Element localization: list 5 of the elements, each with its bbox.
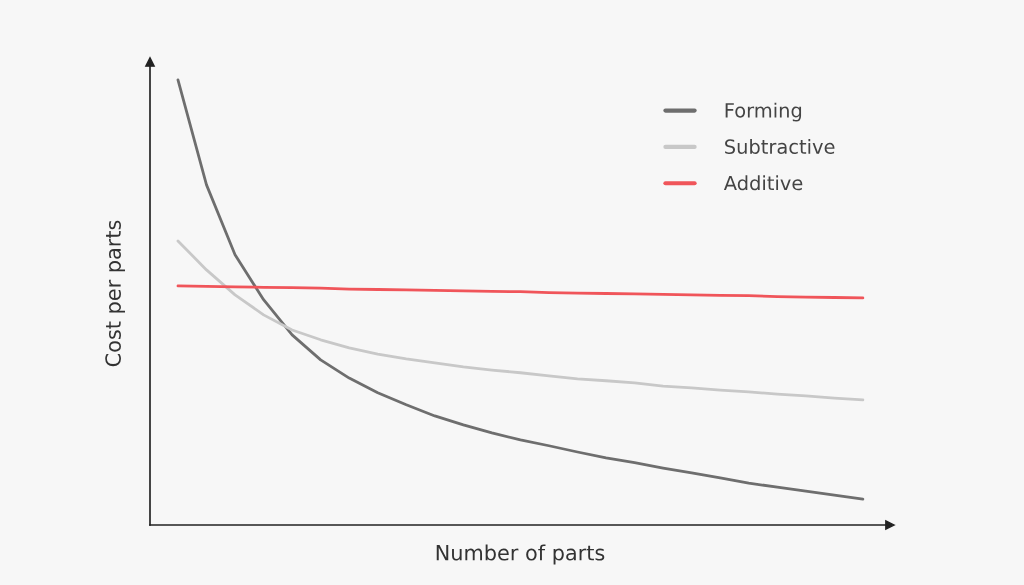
legend-label: Additive [723, 175, 803, 191]
y-axis-title: Cost per parts [105, 220, 125, 367]
legend-label: Subtractive [725, 138, 835, 155]
x-axis-title: Number of parts [436, 544, 605, 565]
legend-label: Forming [725, 102, 802, 122]
